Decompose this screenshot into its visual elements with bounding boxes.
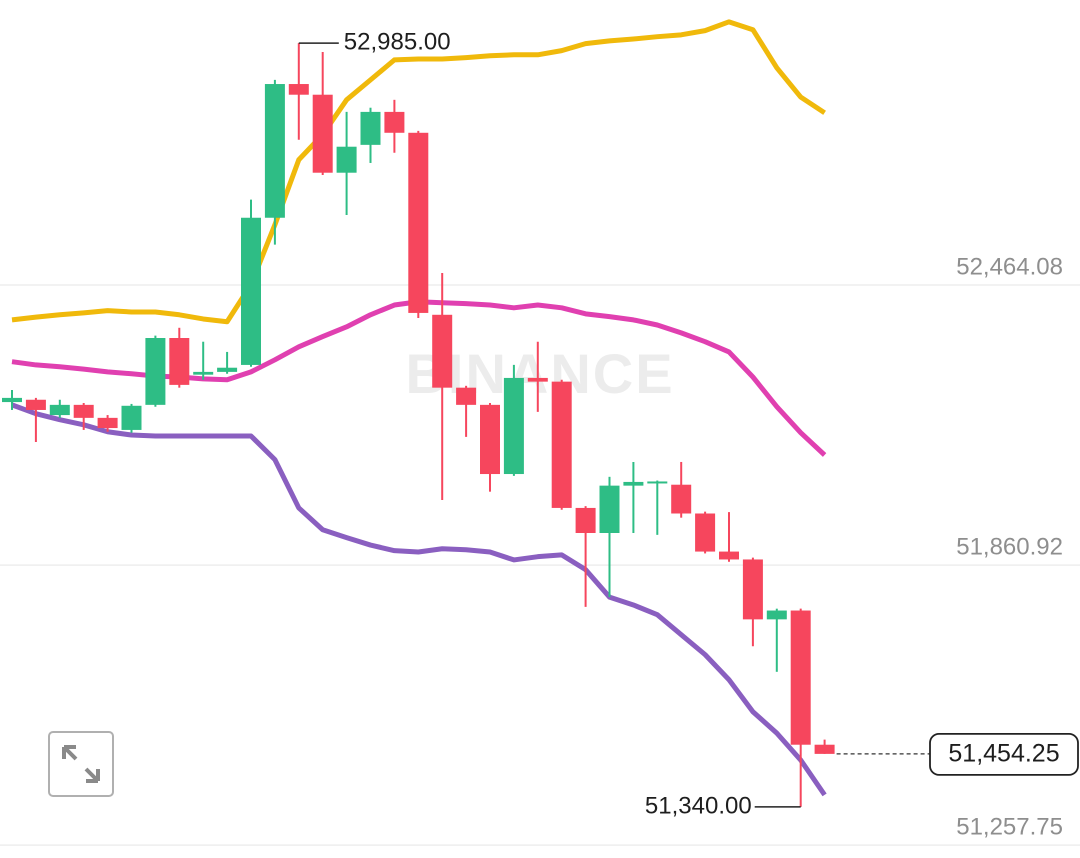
band-line xyxy=(11,402,827,797)
candle-body xyxy=(551,381,572,508)
candle-body xyxy=(408,132,429,313)
expand-button-frame[interactable] xyxy=(48,731,114,797)
candle-body xyxy=(671,484,692,514)
candle-body xyxy=(121,405,142,430)
candle-body xyxy=(647,481,668,484)
candle-body xyxy=(384,111,405,133)
y-tick-label: 52,464.08 xyxy=(956,253,1063,280)
candle-body xyxy=(2,397,22,403)
candle-body xyxy=(360,111,381,145)
candle-body xyxy=(742,559,763,620)
expand-icon[interactable] xyxy=(62,745,100,783)
candle-body xyxy=(25,399,46,410)
last-price-label: 51,454.25 xyxy=(948,739,1059,767)
expand-button[interactable] xyxy=(48,731,114,797)
band-line xyxy=(11,19,826,325)
candle-body xyxy=(288,84,309,95)
candle-body xyxy=(575,507,596,533)
candle-body xyxy=(217,367,238,372)
candle-body xyxy=(480,404,500,475)
candle-body xyxy=(312,94,333,173)
candle-body xyxy=(503,377,524,475)
candle-body xyxy=(336,146,357,173)
candle-body xyxy=(623,481,644,486)
candle-body xyxy=(169,338,190,385)
low-label: 51,340.00 xyxy=(645,792,752,819)
high-label: 52,985.00 xyxy=(344,29,451,56)
y-tick-label: 51,257.75 xyxy=(956,813,1063,840)
candle-body xyxy=(241,217,261,365)
candle-body xyxy=(790,610,811,745)
candle-body xyxy=(719,551,739,560)
candle-body xyxy=(97,417,118,429)
candle-body xyxy=(814,744,835,754)
candle-body xyxy=(456,387,477,405)
candle-body xyxy=(527,377,548,382)
candle-body xyxy=(49,404,70,416)
candle-body xyxy=(695,513,716,552)
candle-body xyxy=(264,84,285,218)
candle-body xyxy=(193,371,214,375)
candle-body xyxy=(432,314,453,388)
candle-body xyxy=(145,338,166,405)
y-tick-label: 51,860.92 xyxy=(956,533,1063,560)
candle-body xyxy=(766,610,787,620)
last-price-box xyxy=(929,732,1079,776)
candle-body xyxy=(73,404,94,418)
candle-body xyxy=(599,485,620,533)
